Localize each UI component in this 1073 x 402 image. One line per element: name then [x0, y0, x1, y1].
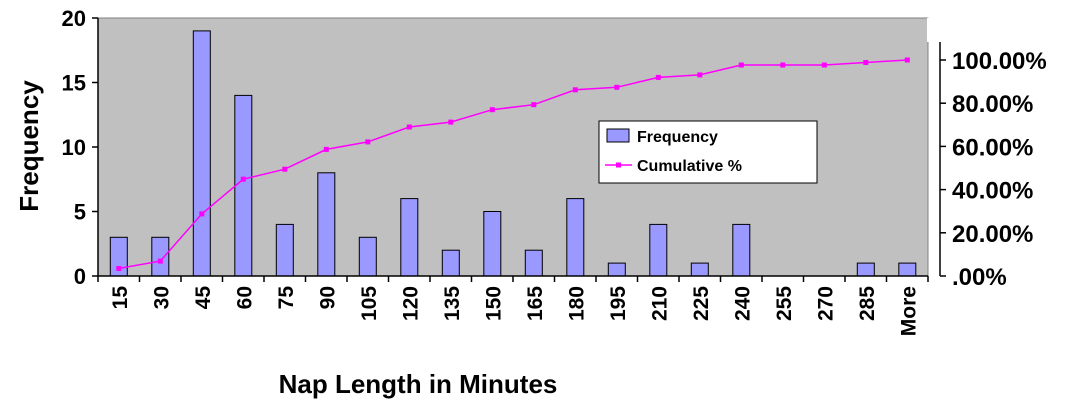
x-tick-label: More [897, 286, 920, 336]
cumulative-point-255 [780, 62, 786, 68]
cumulative-point-225 [697, 72, 703, 78]
x-tick-label: 90 [316, 286, 339, 309]
bar-75 [275, 223, 294, 277]
cumulative-point-240 [738, 62, 744, 68]
cumulative-point-75 [282, 166, 288, 172]
bar-90 [317, 172, 336, 277]
bar-225 [690, 262, 709, 277]
bar-45 [192, 30, 211, 277]
cumulative-point-135 [448, 119, 454, 125]
legend-box [598, 120, 818, 184]
cumulative-point-15 [116, 266, 122, 271]
y-tick-label: 0 [74, 264, 86, 289]
x-tick-label: 195 [607, 286, 630, 321]
bar-135 [441, 249, 460, 277]
y2-tick-label: .00% [952, 264, 1007, 291]
bar-60 [234, 94, 253, 277]
x-tick-label: 150 [482, 286, 505, 321]
y-tick-label: 15 [62, 71, 86, 96]
legend-marker-cumulative [616, 162, 621, 168]
bar-180 [566, 198, 585, 277]
x-tick-label: 120 [399, 286, 422, 321]
y-tick-label: 20 [62, 6, 86, 31]
x-tick-label: 270 [814, 286, 837, 321]
bar-150 [483, 211, 502, 277]
x-tick-label: 60 [233, 286, 256, 309]
cumulative-point-45 [199, 211, 205, 217]
x-tick-label: 180 [565, 286, 588, 321]
cumulative-point-150 [489, 107, 495, 113]
y-tick-label: 5 [74, 200, 86, 225]
plot-area [97, 17, 947, 277]
x-tick-label: 30 [150, 286, 173, 309]
x-axis-title: Nap Length in Minutes [279, 369, 558, 399]
x-tick-label: 285 [856, 286, 879, 321]
cumulative-line [118, 59, 908, 270]
y2-tick-label: 40.00% [952, 178, 1033, 205]
plot-corner-notch [927, 18, 947, 42]
cumulative-point-60 [240, 176, 246, 182]
cumulative-point-195 [614, 84, 620, 90]
cumulative-point-165 [531, 102, 537, 108]
y2-tick-label: 100.00% [952, 48, 1047, 75]
x-tick-label: 225 [690, 286, 713, 321]
axes: 05101520.00%20.00%40.00%60.00%80.00%100.… [14, 6, 1047, 399]
legend: Frequency Cumulative % [598, 120, 818, 184]
bar-30 [151, 236, 170, 277]
cumulative-point-210 [655, 74, 661, 80]
bar-210 [649, 223, 668, 277]
y-tick-label: 10 [62, 135, 86, 160]
x-tick-label: 135 [441, 286, 464, 321]
legend-swatch-frequency [606, 128, 630, 143]
cumulative-point-120 [406, 124, 412, 130]
bar-195 [607, 262, 626, 277]
cumulative-point-30 [157, 258, 163, 264]
x-tick-label: 105 [358, 286, 381, 321]
x-tick-label: 210 [648, 286, 671, 321]
y2-tick-label: 60.00% [952, 134, 1033, 161]
bar-More [898, 262, 917, 277]
x-tick-label: 15 [109, 286, 132, 310]
x-tick-label: 240 [731, 286, 754, 321]
cumulative-point-285 [863, 60, 869, 65]
bar-240 [732, 223, 751, 277]
x-tick-label: 45 [192, 286, 215, 310]
y-axis-title: Frequency [14, 80, 44, 212]
cumulative-point-More [904, 57, 910, 63]
cumulative-line-layer [116, 57, 910, 271]
frequency-bars [109, 30, 917, 277]
legend-label-cumulative: Cumulative % [637, 158, 742, 175]
x-tick-label: 165 [524, 286, 547, 321]
bar-285 [856, 262, 875, 277]
legend-label-frequency: Frequency [637, 129, 718, 146]
x-tick-label: 255 [773, 286, 796, 321]
cumulative-point-105 [365, 139, 371, 145]
bar-120 [400, 198, 419, 277]
bar-105 [358, 236, 377, 277]
y2-tick-label: 20.00% [952, 221, 1033, 248]
bar-165 [524, 249, 543, 277]
cumulative-point-180 [572, 87, 578, 93]
y2-tick-label: 80.00% [952, 91, 1033, 118]
cumulative-point-90 [323, 146, 329, 152]
cumulative-point-270 [821, 62, 827, 68]
x-tick-label: 75 [275, 286, 298, 310]
